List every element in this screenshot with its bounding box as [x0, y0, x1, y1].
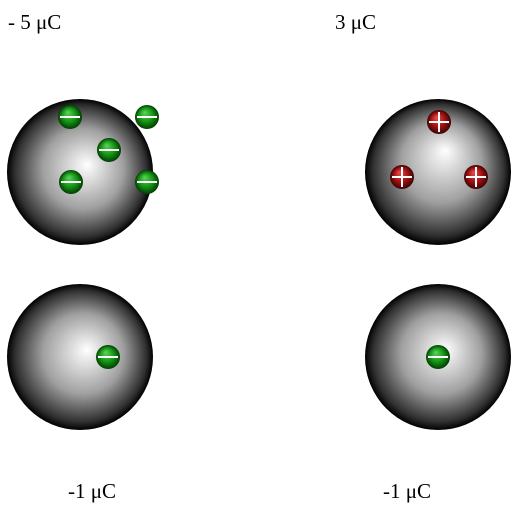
sphere — [7, 99, 160, 245]
charge-label: -1 μC — [68, 479, 116, 503]
sphere — [7, 284, 153, 430]
sphere — [365, 99, 511, 245]
charge-label: 3 μC — [335, 10, 376, 34]
sphere — [365, 284, 511, 430]
charge-label: - 5 μC — [8, 10, 61, 34]
charge-label: -1 μC — [383, 479, 431, 503]
